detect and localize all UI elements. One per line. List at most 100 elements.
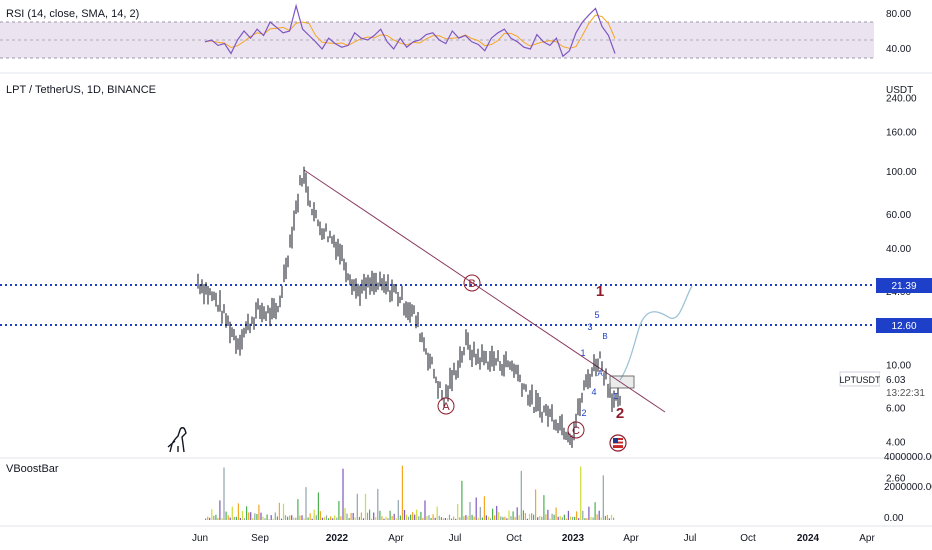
volume-bar <box>606 514 608 520</box>
volume-bar <box>219 500 221 520</box>
volume-bar <box>332 518 334 520</box>
volume-bar <box>453 516 455 520</box>
volume-bar <box>266 514 268 520</box>
volume-bar <box>492 508 494 520</box>
volume-bar <box>535 489 537 520</box>
price-tick-2: 100.00 <box>886 167 917 178</box>
time-tick-2: 2022 <box>326 533 349 544</box>
volume-bar <box>207 516 209 520</box>
price-tick-8: 6.00 <box>886 403 906 414</box>
price-tick-0: 240.00 <box>886 93 917 104</box>
volume-bar <box>572 517 574 520</box>
rsi-line <box>204 3 616 58</box>
volume-bar <box>590 516 592 520</box>
volume-bar <box>448 514 451 520</box>
volume-bar <box>543 495 545 520</box>
wave-i5: 5 <box>594 310 599 320</box>
volume-bar <box>518 515 520 520</box>
volume-bar <box>246 506 248 520</box>
volume-bar <box>262 516 264 520</box>
volume-bar <box>434 517 436 520</box>
volume-bar <box>438 515 440 520</box>
rsi-band <box>0 22 874 58</box>
level-tag-12-60-text: 12.60 <box>891 321 916 332</box>
volume-bar <box>311 518 313 520</box>
volume-bar <box>369 509 371 520</box>
time-tick-7: Apr <box>623 533 639 544</box>
volume-bar <box>426 516 428 520</box>
volume-bar <box>563 514 565 520</box>
volume-bar <box>459 517 461 520</box>
us-event-icon[interactable] <box>609 434 627 452</box>
volume-bar <box>508 510 510 520</box>
volume-bar <box>307 517 309 520</box>
wave-2-major: 2 <box>616 405 624 422</box>
volume-bar <box>565 518 567 520</box>
volume-bar <box>260 512 262 520</box>
volume-bar <box>385 516 387 520</box>
volume-bar <box>524 513 526 520</box>
volume-bar <box>567 510 569 520</box>
volume-bar <box>578 518 580 520</box>
time-tick-0: Jun <box>192 533 208 544</box>
volume-bar <box>215 514 217 520</box>
volume-bar <box>494 515 496 520</box>
dino-logo-icon <box>167 427 187 453</box>
price-pane: 240.00 160.00 100.00 60.00 40.00 2 4.00 1 6.00 10… <box>0 85 932 485</box>
price-candles <box>197 166 621 448</box>
volume-bar <box>463 516 465 520</box>
currency-label: USDT <box>886 85 913 96</box>
wave-sb: B <box>602 332 607 341</box>
volume-bar <box>455 518 457 520</box>
volume-bar <box>248 512 250 520</box>
volume-bar <box>592 517 594 520</box>
volume-bar <box>432 514 434 520</box>
volume-bar <box>371 518 373 520</box>
volume-bar <box>383 518 385 520</box>
wave-b-label: B <box>468 278 475 290</box>
time-tick-8: Jul <box>684 533 697 544</box>
volume-bar <box>551 513 553 520</box>
price-tick-3: 60.00 <box>886 210 911 221</box>
volume-bar <box>405 514 408 520</box>
wave-c-label: C <box>572 425 580 437</box>
volume-bar <box>414 514 416 520</box>
volume-bar <box>471 514 473 520</box>
time-tick-6: 2023 <box>562 533 585 544</box>
volume-bar <box>243 518 246 520</box>
volume-bar <box>512 511 514 520</box>
volume-bar <box>465 515 467 520</box>
volume-bar <box>469 502 471 520</box>
volume-bar <box>502 517 504 520</box>
volume-bar <box>586 518 588 520</box>
countdown: 13:22:31 <box>886 388 925 399</box>
volume-bar <box>309 513 311 520</box>
volume-bar <box>258 504 260 520</box>
volume-bar <box>321 517 324 520</box>
volume-bar <box>500 516 502 520</box>
volume-bar <box>254 513 256 520</box>
volume-bar <box>481 517 483 520</box>
volume-bar <box>594 502 596 520</box>
time-axis: Jun Sep 2022 Apr Jul Oct 2023 Apr Jul Oct 2024 Apr <box>192 533 876 544</box>
volume-bar <box>418 516 420 520</box>
time-tick-11: Apr <box>859 533 875 544</box>
volume-bar <box>537 517 539 520</box>
target-box <box>609 375 635 389</box>
level-tag-12-60 <box>876 318 932 333</box>
volume-bar <box>541 516 543 520</box>
volume-bar <box>237 503 239 520</box>
volume-bar <box>305 487 307 520</box>
volume-bar <box>299 515 301 520</box>
volume-bar <box>334 515 336 520</box>
volume-bar <box>213 515 215 520</box>
volume-bar <box>328 518 330 520</box>
volume-bar <box>549 518 551 520</box>
volume-bar <box>516 507 518 520</box>
volume-bar <box>231 506 233 520</box>
volume-bar <box>557 516 559 520</box>
volume-bar <box>356 493 358 520</box>
volume-bar <box>268 519 270 520</box>
volume-bar <box>303 518 305 520</box>
